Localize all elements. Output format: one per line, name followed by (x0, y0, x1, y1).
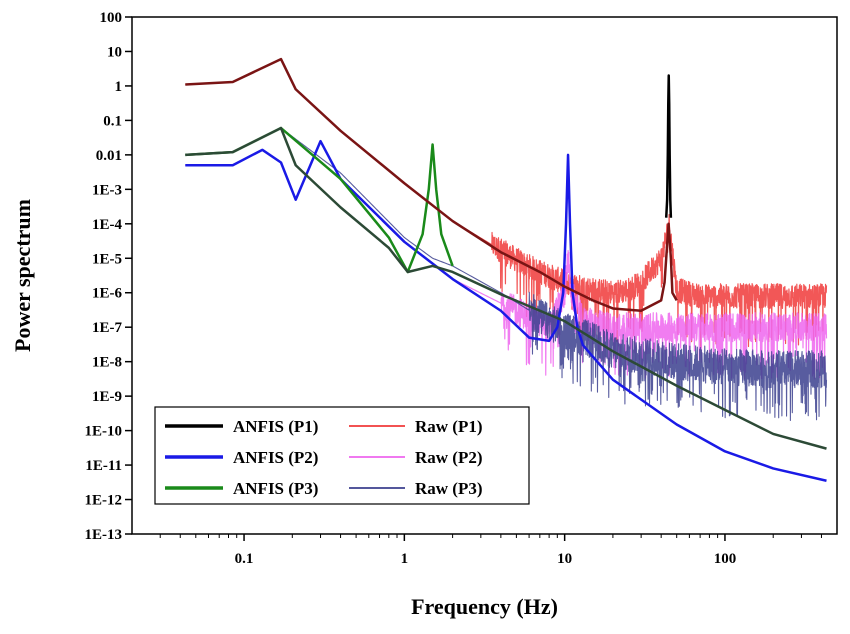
series-layer (185, 57, 828, 482)
legend-label: ANFIS (P3) (233, 479, 318, 498)
x-axis: 0.1 1 10 100 (159, 534, 822, 567)
y-tick-label: 1E-5 (92, 251, 122, 267)
y-tick-label: 1E-6 (92, 286, 123, 302)
x-axis-title: Frequency (Hz) (411, 594, 558, 619)
series-line-0 (185, 59, 828, 348)
series-line-3 (664, 74, 673, 218)
y-tick-label: 1E-4 (92, 217, 123, 233)
series-line-7 (185, 57, 678, 313)
y-tick-label: 1E-9 (92, 389, 122, 405)
x-tick-label: 0.1 (235, 551, 254, 567)
y-tick-label: 1E-13 (85, 527, 123, 543)
legend-label: ANFIS (P2) (233, 448, 318, 467)
y-tick-label: 1E-12 (85, 493, 123, 509)
y-tick-label: 1E-10 (85, 424, 123, 440)
y-tick-label: 0.01 (96, 148, 122, 164)
legend-label: Raw (P1) (415, 417, 483, 436)
y-tick-label: 10 (107, 44, 122, 60)
y-tick-label: 1E-8 (92, 355, 122, 371)
y-axis: 100 10 1 0.1 0.01 1E-3 1E-4 1E-5 1E-6 1E-7 1E-8 1E-… (85, 10, 132, 543)
y-tick-label: 1E-11 (85, 458, 122, 474)
legend-label: Raw (P3) (415, 479, 483, 498)
y-tick-label: 1 (115, 79, 123, 95)
plot-frame (131, 16, 838, 535)
y-tick-label: 0.1 (103, 113, 122, 129)
series-line-5 (185, 126, 454, 274)
series-line-4 (185, 139, 827, 482)
x-tick-label: 10 (557, 551, 572, 567)
y-tick-label: 1E-3 (92, 182, 122, 198)
y-tick-label: 1E-7 (92, 320, 123, 336)
x-tick-label: 100 (714, 551, 737, 567)
y-axis-title: Power spectrum (10, 199, 35, 352)
x-tick-label: 1 (401, 551, 409, 567)
series-line-1 (185, 141, 828, 380)
legend-label: Raw (P2) (415, 448, 483, 467)
series-line-6 (185, 126, 827, 450)
y-tick-label: 100 (100, 10, 123, 26)
legend-label: ANFIS (P1) (233, 417, 318, 436)
legend: ANFIS (P1) Raw (P1) ANFIS (P2) Raw (P2) ANFI… (154, 406, 530, 505)
